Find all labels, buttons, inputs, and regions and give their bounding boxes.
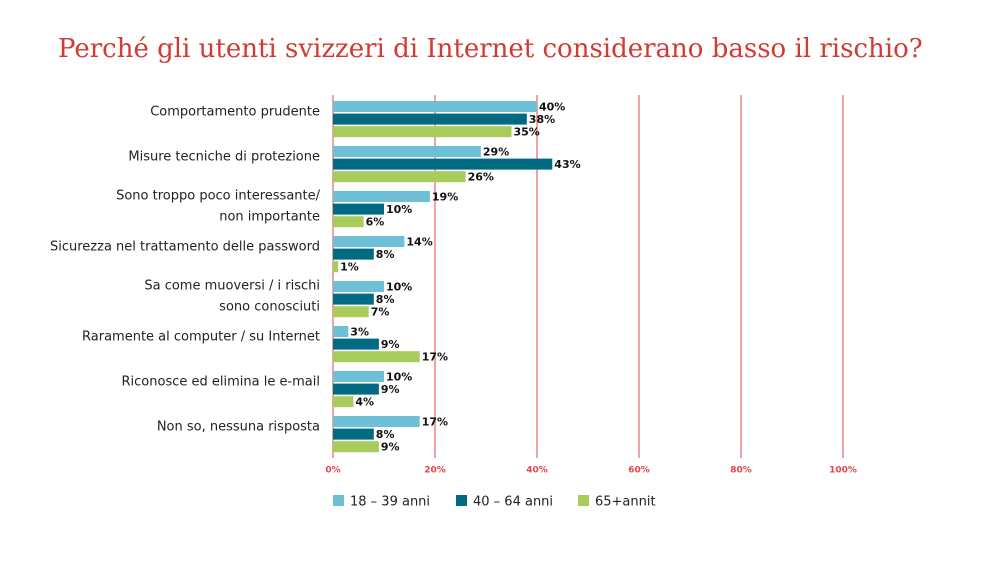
value-label: 3%	[350, 326, 369, 339]
bar	[333, 113, 527, 125]
value-label: 8%	[376, 248, 395, 261]
bar	[333, 101, 537, 112]
bar	[333, 326, 349, 337]
value-label: 6%	[366, 216, 385, 229]
bar	[333, 441, 379, 453]
value-label: 1%	[340, 261, 359, 274]
legend-label: 18 – 39 anni	[350, 495, 430, 510]
value-label: 10%	[386, 203, 412, 216]
value-label: 17%	[422, 351, 448, 364]
bar	[333, 158, 553, 170]
bar	[333, 351, 420, 363]
bar	[333, 203, 384, 215]
x-tick-label: 0%	[325, 466, 340, 476]
value-label: 19%	[432, 191, 458, 204]
bar	[333, 261, 339, 273]
value-label: 38%	[529, 113, 555, 126]
value-label: 10%	[386, 371, 412, 384]
value-label: 10%	[386, 281, 412, 294]
category-label: sono conosciuti	[219, 300, 320, 315]
category-label: Riconosce ed elimina le e-mail	[122, 375, 321, 390]
category-label: Non so, nessuna risposta	[157, 420, 320, 435]
value-label: 4%	[355, 396, 374, 409]
category-label: Sa come muoversi / i rischi	[144, 279, 320, 294]
bar	[333, 146, 481, 157]
value-label: 40%	[539, 101, 565, 114]
value-label: 9%	[381, 338, 400, 351]
bar	[333, 281, 384, 292]
value-label: 14%	[406, 236, 432, 249]
category-label: Misure tecniche di protezione	[128, 150, 320, 165]
x-tick-label: 100%	[829, 466, 857, 476]
value-label: 7%	[371, 306, 390, 319]
category-label: Sono troppo poco interessante/	[116, 189, 321, 204]
x-tick-label: 40%	[526, 466, 548, 476]
bar	[333, 191, 430, 202]
value-label: 29%	[483, 146, 509, 159]
value-label: 8%	[376, 428, 395, 441]
bar	[333, 236, 405, 247]
legend-swatch	[456, 495, 467, 506]
value-label: 9%	[381, 441, 400, 454]
value-label: 8%	[376, 293, 395, 306]
bar	[333, 428, 374, 440]
bar	[333, 416, 420, 427]
bar	[333, 338, 379, 350]
value-label: 43%	[554, 158, 580, 171]
bar	[333, 248, 374, 260]
legend-swatch	[578, 495, 589, 506]
bar	[333, 171, 466, 183]
bar	[333, 396, 354, 408]
bar	[333, 383, 379, 395]
legend-swatch	[333, 495, 344, 506]
value-label: 9%	[381, 383, 400, 396]
bar	[333, 216, 364, 228]
value-label: 35%	[514, 126, 540, 139]
x-tick-label: 80%	[730, 466, 752, 476]
category-label: non importante	[219, 210, 320, 225]
value-label: 26%	[468, 171, 494, 184]
legend-label: 65+annit	[595, 495, 656, 510]
value-label: 17%	[422, 416, 448, 429]
category-label: Raramente al computer / su Internet	[82, 330, 320, 345]
bar	[333, 126, 512, 138]
category-label: Comportamento prudente	[150, 105, 320, 120]
chart-title: Perché gli utenti svizzeri di Internet c…	[58, 34, 923, 64]
bar	[333, 306, 369, 318]
x-tick-label: 20%	[424, 466, 446, 476]
x-tick-label: 60%	[628, 466, 650, 476]
bar	[333, 293, 374, 305]
category-label: Sicurezza nel trattamento delle password	[50, 240, 320, 255]
legend-label: 40 – 64 anni	[473, 495, 553, 510]
bar	[333, 371, 384, 382]
